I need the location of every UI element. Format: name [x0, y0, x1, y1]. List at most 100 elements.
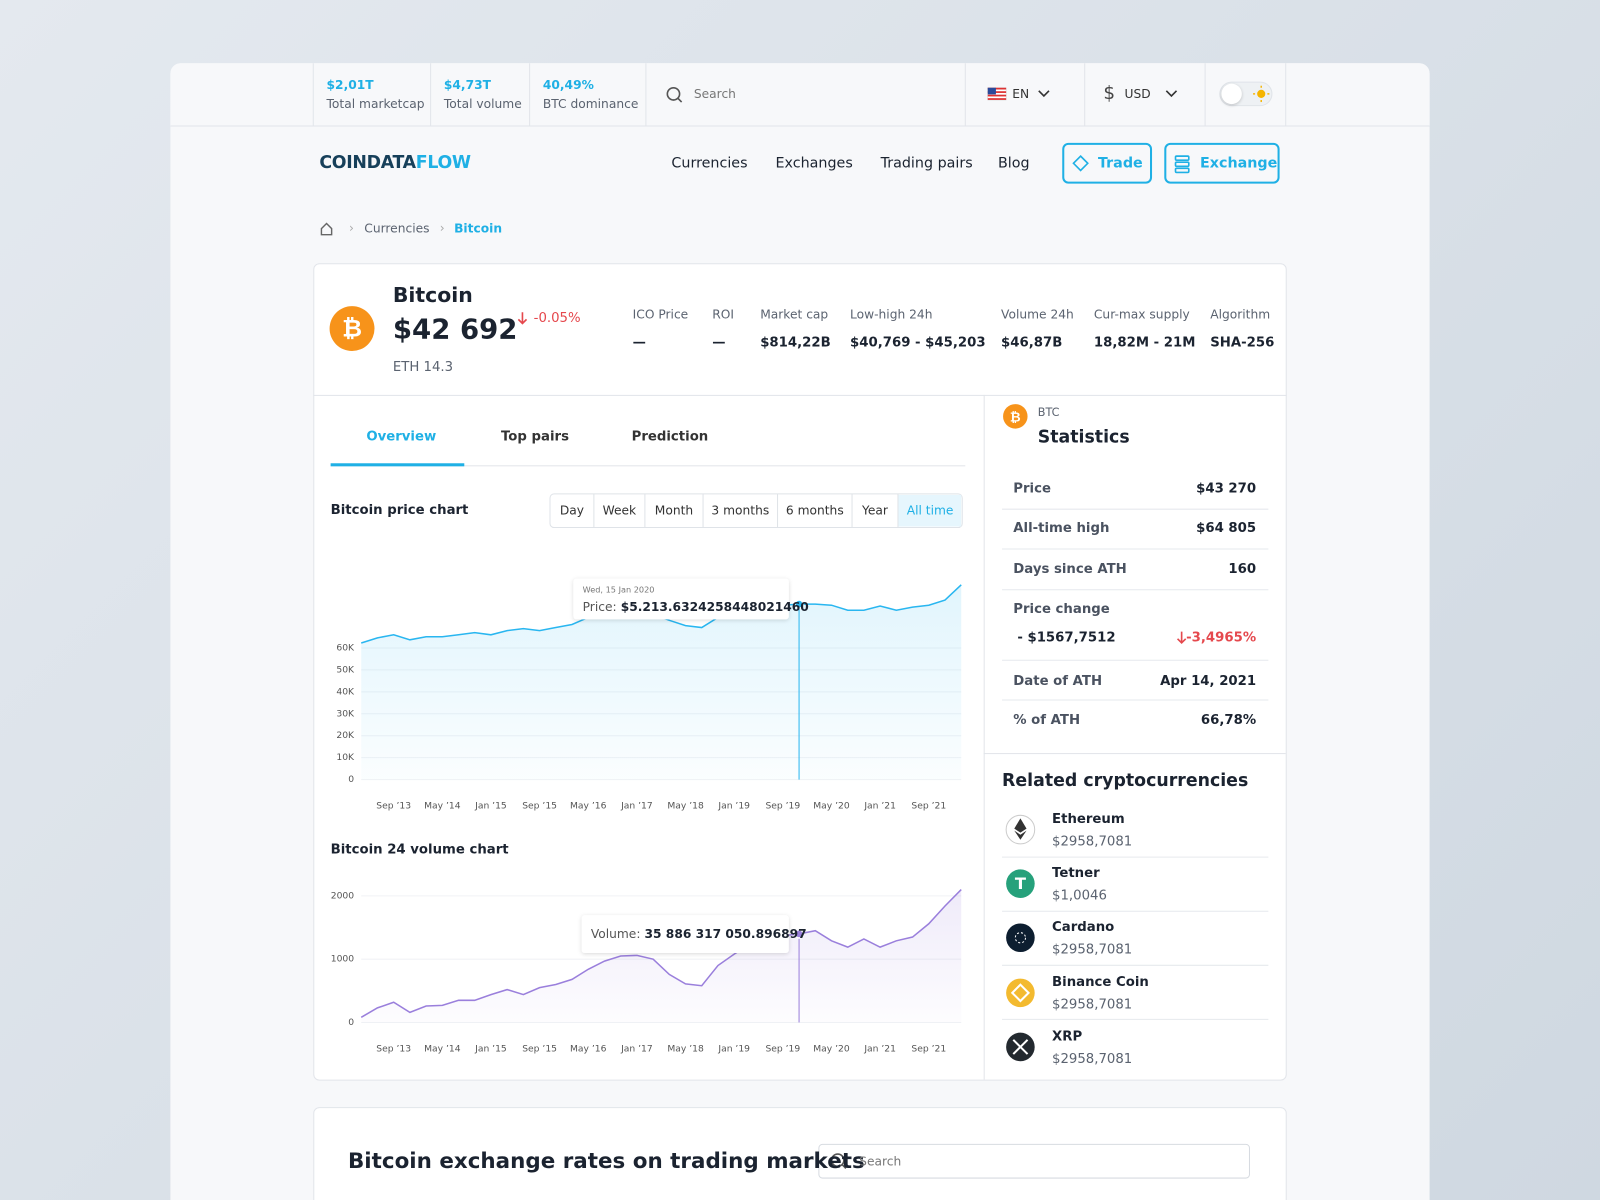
area [361, 889, 962, 1023]
line [360, 889, 962, 1019]
tab[interactable]: Overview [366, 429, 437, 445]
x-tick-label: May ’16 [570, 801, 607, 812]
metric-value: $814,22B [760, 335, 831, 351]
stat-row-value: $64 805 [1196, 520, 1257, 537]
y-tick-label: 1000 [331, 954, 355, 965]
metric-label: ICO Price [632, 307, 689, 322]
x-tick-label: Sep ’21 [911, 1043, 946, 1054]
related-price: $2958,7081 [1052, 1051, 1133, 1067]
metric-value: SHA-256 [1210, 335, 1275, 351]
tooltip-label: Price: [583, 600, 617, 614]
y-tick-label: 20K [336, 730, 355, 741]
x-tick-label: Sep ’21 [911, 801, 946, 812]
markets-title: Bitcoin exchange rates on trading market… [347, 1148, 865, 1173]
x-tick-label: Jan ’21 [863, 801, 896, 812]
stat-row-percent: -3,4965% [1186, 630, 1257, 646]
nav-link[interactable]: Blog [997, 155, 1030, 172]
tab[interactable]: Top pairs [501, 429, 569, 445]
x-tick-label: Jan ’17 [620, 801, 653, 812]
breadcrumb-link[interactable]: Currencies [364, 221, 430, 236]
svg-text:₿: ₿ [1010, 410, 1021, 425]
related-name[interactable]: Ethereum [1052, 811, 1125, 828]
tooltip-text: Price: $5.213.6324258448021460 [583, 600, 809, 614]
exchange-outline [1164, 142, 1280, 184]
related-name[interactable]: Tetner [1052, 865, 1100, 882]
search-box[interactable] [818, 1143, 1250, 1179]
hover-dot [794, 929, 804, 939]
stat-row-value: - $1567,7512 [1017, 630, 1116, 646]
toggle-knob [1221, 83, 1242, 105]
x-tick-label: Sep ’19 [765, 801, 800, 812]
y-tick-label: 30K [336, 708, 355, 719]
metric-label: Low-high 24h [849, 307, 933, 322]
y-tick-label: 0 [348, 1017, 354, 1028]
stat-row-value: $43 270 [1196, 481, 1257, 497]
chart-title: Bitcoin price chart [330, 502, 469, 518]
trade-button[interactable]: Trade [1097, 155, 1143, 172]
language[interactable]: EN [1012, 86, 1030, 102]
tooltip-label: Volume: [591, 927, 641, 941]
coin-change: -0.05% [533, 310, 581, 327]
x-tick-label: May ’16 [570, 1043, 607, 1054]
range-button[interactable]: Month [654, 503, 694, 518]
search-placeholder[interactable]: Search [693, 86, 736, 102]
stats-title: Statistics [1037, 427, 1130, 448]
markets-search-placeholder[interactable]: Search [859, 1154, 902, 1169]
chart-title: Bitcoin 24 volume chart [330, 842, 509, 858]
metric-label: ROI [712, 307, 735, 322]
related-name[interactable]: XRP [1052, 1029, 1083, 1045]
stat-row-label: All-time high [1013, 520, 1110, 537]
metric-label: Algorithm [1210, 307, 1271, 322]
nav-link[interactable]: Exchanges [775, 155, 853, 172]
nav-link[interactable]: Currencies [671, 155, 748, 172]
metric-value: — [632, 335, 646, 351]
x-tick-label: Jan ’15 [474, 801, 507, 812]
range-button[interactable]: 6 months [785, 503, 844, 518]
related-price: $2958,7081 [1052, 834, 1133, 850]
y-tick-label: 40K [336, 686, 355, 697]
stat-row-value: 160 [1228, 561, 1257, 578]
stat-label: Total volume [443, 96, 522, 112]
stat-value: 40,49% [542, 77, 594, 92]
range-button[interactable]: Week [602, 503, 637, 518]
svg-text:$: $ [1103, 83, 1115, 104]
tooltip-date: Wed, 15 Jan 2020 [583, 584, 655, 594]
related-name[interactable]: Binance Coin [1052, 974, 1149, 991]
metric-value: 18,82M - 21M [1093, 335, 1196, 351]
tooltip-text: Volume: 35 886 317 050.896897 [591, 927, 807, 941]
metric-label: Volume 24h [1001, 307, 1074, 322]
range-button[interactable]: Day [559, 503, 585, 518]
tab[interactable]: Prediction [631, 429, 709, 445]
nav-link[interactable]: Trading pairs [880, 155, 973, 172]
x-tick-label: May ’14 [424, 1043, 461, 1054]
svg-text:T: T [1015, 874, 1027, 893]
metric-label: Market cap [760, 307, 829, 322]
currency[interactable]: USD [1124, 86, 1151, 102]
y-tick-label: 60K [336, 642, 355, 653]
svg-text:₿: ₿ [342, 314, 362, 343]
stat-value: $4,73T [443, 77, 491, 92]
stat-row-label: % of ATH [1013, 712, 1081, 729]
x-tick-label: Sep ’19 [765, 1043, 800, 1054]
area [361, 584, 962, 780]
related-name[interactable]: Cardano [1052, 919, 1115, 936]
tab-baseline [330, 465, 966, 467]
logo: COINDATAFLOW [319, 152, 471, 173]
x-tick-label: Sep ’13 [376, 1043, 411, 1054]
stat-value: $2,01T [326, 77, 374, 92]
range-button[interactable]: 3 months [711, 503, 770, 518]
breadcrumb-current: Bitcoin [454, 221, 503, 236]
range-button[interactable]: All time [906, 503, 954, 518]
y-tick-label: 10K [336, 752, 355, 763]
related-price: $2958,7081 [1052, 942, 1133, 958]
y-tick-label: 50K [336, 664, 355, 675]
x-tick-label: May ’20 [813, 801, 850, 812]
svg-text:›: › [349, 221, 354, 235]
x-tick-label: May ’18 [667, 801, 704, 812]
range-button[interactable]: Year [862, 503, 888, 518]
coin-eth: ETH 14.3 [392, 359, 454, 375]
exchange-button[interactable]: Exchange [1199, 155, 1278, 172]
x-tick-label: Sep ’15 [522, 801, 557, 812]
